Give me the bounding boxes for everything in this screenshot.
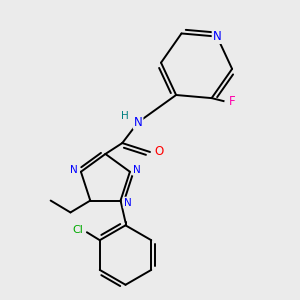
Text: N: N <box>70 165 78 175</box>
Text: O: O <box>154 146 164 158</box>
Text: N: N <box>133 165 141 175</box>
Text: N: N <box>134 116 142 129</box>
Text: F: F <box>229 94 236 108</box>
Text: N: N <box>213 30 221 43</box>
Text: N: N <box>124 197 131 208</box>
Text: Cl: Cl <box>73 225 83 235</box>
Text: H: H <box>122 111 129 121</box>
